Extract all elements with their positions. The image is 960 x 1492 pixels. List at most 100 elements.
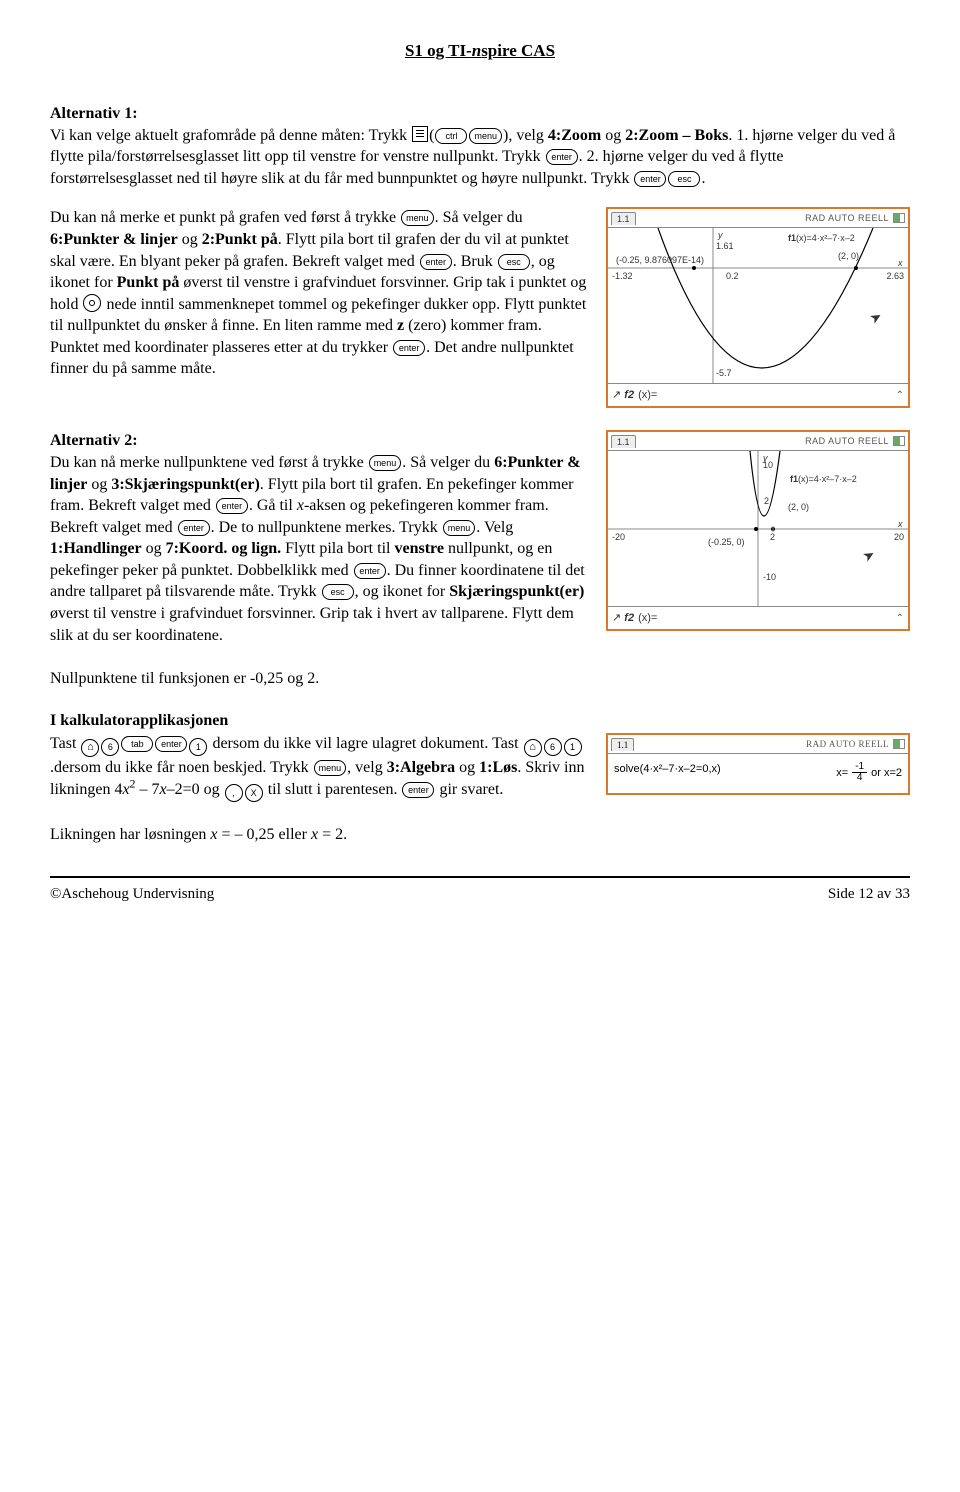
t: –2=0 og (167, 781, 224, 798)
pt1-label: (-0.25, 0) (708, 536, 745, 548)
6-key: 6 (101, 738, 119, 756)
t: x (160, 781, 167, 798)
6-key: 6 (544, 738, 562, 756)
enter-key: enter (155, 736, 187, 752)
page-footer: ©Aschehoug Undervisning Side 12 av 33 (50, 884, 910, 904)
click-key (83, 294, 101, 312)
xR-label: 20 (894, 531, 904, 543)
t: Vi kan velge aktuelt grafområde på denne… (50, 127, 411, 144)
yB-label: -10 (763, 571, 776, 583)
doc-icon (412, 126, 428, 142)
svg-text:x: x (897, 258, 903, 268)
battery-icon (893, 213, 905, 223)
fraction: -1 4 (852, 762, 867, 783)
t: Flytt pila bort til (281, 540, 394, 557)
t: ( (429, 127, 434, 144)
frame-tab: 1.1 (611, 212, 636, 225)
solve-rhs: x= -1 4 or x=2 (836, 762, 902, 783)
frame-entry: ↗ f2(x)= ⌃ (608, 384, 908, 406)
t: 3:Algebra (387, 759, 455, 776)
calc-answer: Likningen har løsningen x = – 0,25 eller… (50, 824, 910, 846)
frame-status: RAD AUTO REELL (806, 738, 889, 750)
t: , og ikonet for (355, 583, 450, 600)
calc-heading: I kalkulatorapplikasjonen (50, 710, 910, 732)
menu-key: menu (369, 455, 402, 471)
esc-key: esc (668, 171, 700, 187)
t: og (87, 476, 111, 493)
f2-eq: (x)= (638, 388, 657, 403)
t: og (178, 231, 202, 248)
t: gir svaret. (435, 781, 503, 798)
yT-label: 10 (763, 459, 773, 471)
enter-key: enter (178, 520, 210, 536)
alt1-text: Du kan nå merke et punkt på grafen ved f… (50, 207, 588, 380)
1-key: 1 (564, 738, 582, 756)
menu-key: menu (469, 128, 502, 144)
alt2-text: Alternativ 2: Du kan nå merke nullpunkte… (50, 430, 588, 646)
xL-label: -20 (612, 531, 625, 543)
graph-b-canvas: x y f1(x)=4·x²–7·x–2 10 2 (2, 0) (-0.25,… (608, 451, 908, 607)
xL-label: -1.32 (612, 270, 633, 282)
footer-right: Side 12 av 33 (828, 884, 910, 904)
comma-key: , (225, 784, 243, 802)
frame-status: RAD AUTO REELL (805, 435, 889, 447)
t: Tast (50, 735, 80, 752)
xR-label: 2.63 (886, 270, 904, 282)
t: og (601, 127, 625, 144)
pt2-label: (2, 0) (838, 250, 859, 262)
enter-key: enter (634, 171, 666, 187)
solve-line: solve(4·x²–7·x–2=0,x) x= -1 4 or x=2 (608, 754, 908, 793)
page-header: S1 og TI-nspire CAS (50, 40, 910, 63)
xMid-label: 2 (770, 531, 775, 543)
t: 1:Løs (479, 759, 517, 776)
frame-status: RAD AUTO REELL (805, 212, 889, 224)
graph-a-canvas: x y f1(x)=4·x²–7·x–2 1.61 (-0.25, 9.8760… (608, 228, 908, 384)
f1-label: f1(x)=4·x²–7·x–2 (788, 232, 855, 244)
graph-b-figure: 1.1 RAD AUTO REELL x y f (606, 430, 910, 631)
t: . Gå til (249, 497, 297, 514)
t: Likningen har løsningen (50, 826, 210, 843)
esc-key: esc (322, 584, 354, 600)
solve-figure: 1.1 RAD AUTO REELL solve(4·x²–7·x–2=0,x)… (606, 733, 910, 795)
svg-text:x: x (897, 519, 903, 529)
t: 1:Handlinger (50, 540, 142, 557)
t: 3:Skjæringspunkt(er) (111, 476, 259, 493)
tab-key: tab (121, 736, 153, 752)
graph-a-figure: 1.1 RAD AUTO REELL x y f (606, 207, 910, 408)
f2-label: f2 (624, 388, 634, 403)
t: Du kan nå merke nullpunktene ved først å… (50, 454, 368, 471)
f2-eq: (x)= (638, 611, 657, 626)
pt1-label: (-0.25, 9.876097E-14) (616, 254, 704, 266)
yB-label: -5.7 (716, 367, 732, 379)
alt2-result: Nullpunktene til funksjonen er -0,25 og … (50, 668, 910, 690)
home-key: ⌂ (524, 739, 542, 757)
calc-frame-solve: 1.1 RAD AUTO REELL solve(4·x²–7·x–2=0,x)… (606, 733, 910, 795)
menu-key: menu (314, 760, 347, 776)
frame-tab: 1.1 (611, 435, 636, 448)
fx-icon: ↗ (612, 388, 624, 403)
calc-frame-b: 1.1 RAD AUTO REELL x y f (606, 430, 910, 631)
alt1-heading: Alternativ 1: (50, 105, 138, 122)
enter-key: enter (402, 782, 434, 798)
pt2-label: (2, 0) (788, 501, 809, 513)
alt2-heading: Alternativ 2: (50, 432, 138, 449)
home-key: ⌂ (81, 739, 99, 757)
t: venstre (394, 540, 443, 557)
t: . Så velger du (435, 209, 523, 226)
yT-label: 1.61 (716, 240, 734, 252)
t: . De to nullpunktene merkes. Trykk (211, 519, 442, 536)
t: dersom du ikke vil lagre ulagret dokumen… (208, 735, 522, 752)
t: x (210, 826, 217, 843)
graph-b-svg: x y (608, 451, 908, 606)
t: 2:Zoom – Boks (625, 127, 728, 144)
menu-key: menu (401, 210, 434, 226)
xTick-label: 0.2 (726, 270, 739, 282)
t: ), velg (503, 127, 548, 144)
battery-icon (893, 739, 905, 749)
t: øverst til venstre i grafvinduet forsvin… (50, 605, 574, 644)
calc-frame-a: 1.1 RAD AUTO REELL x y f (606, 207, 910, 408)
fx-icon: ↗ (612, 611, 624, 626)
t: og (142, 540, 166, 557)
t: 4:Zoom (548, 127, 601, 144)
enter-key: enter (393, 340, 425, 356)
